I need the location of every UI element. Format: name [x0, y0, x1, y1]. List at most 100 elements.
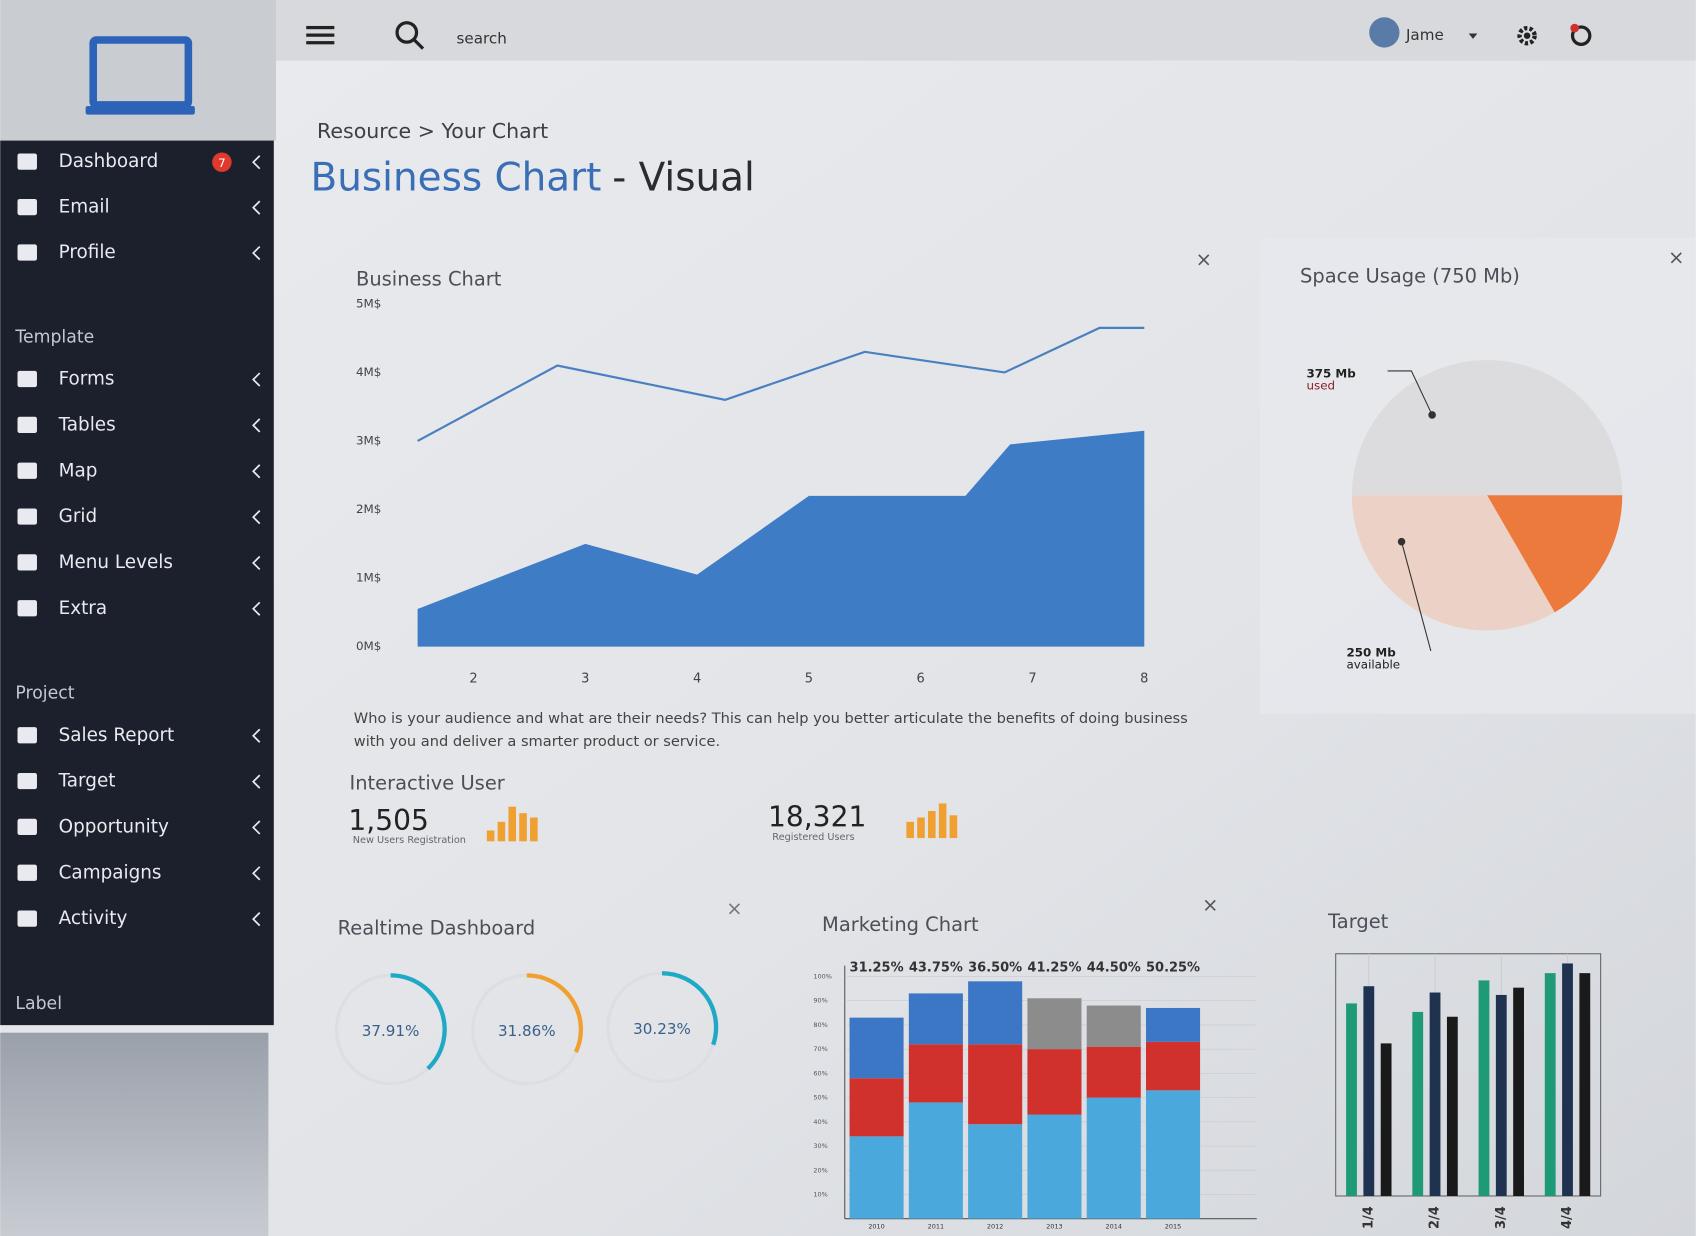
menu-section-title: Label: [15, 994, 62, 1014]
menu-item[interactable]: Menu Levels: [59, 552, 173, 573]
menu-section-title: Template: [14, 327, 94, 347]
x-tick-label: 5: [805, 672, 813, 687]
plot-frame: [1335, 953, 1602, 1197]
bar-top-label: 50.25%: [1146, 960, 1200, 975]
bar-segment: [849, 1017, 904, 1079]
pie-label-name: used: [1306, 379, 1335, 393]
menu-icon: [17, 244, 37, 261]
y-tick-label: 70%: [813, 1045, 827, 1053]
search-icon[interactable]: [395, 21, 425, 50]
x-tick-label: 6: [917, 672, 925, 687]
sidebar: [0, 140, 274, 1026]
chevron: [252, 200, 261, 215]
bar-segment: [968, 981, 1023, 1045]
menu-item[interactable]: Activity: [59, 908, 128, 929]
bar-segment: [908, 993, 963, 1045]
menu-item[interactable]: Extra: [59, 598, 108, 619]
pie-label-name: available: [1347, 658, 1401, 672]
sidebar-footer: [0, 1032, 269, 1236]
user-name[interactable]: Jame: [1405, 26, 1444, 44]
menu-item[interactable]: Target: [58, 771, 116, 792]
description: Who is your audience and what are their …: [354, 710, 1188, 727]
bar-top-label: 31.25%: [850, 960, 904, 975]
x-tick-label: 2011: [928, 1222, 944, 1230]
close-button[interactable]: ×: [1202, 894, 1218, 917]
x-tick-label: 4/4: [1560, 1206, 1575, 1229]
bar: [1412, 1011, 1424, 1196]
stat-caption: Registered Users: [772, 832, 854, 843]
x-tick-label: 3/4: [1494, 1206, 1509, 1229]
bar: [1380, 1043, 1392, 1196]
x-tick-label: 2014: [1106, 1222, 1122, 1230]
bar-segment: [968, 1044, 1023, 1125]
chart-title: Business Chart: [356, 268, 502, 291]
search-input[interactable]: search: [457, 29, 507, 47]
gauge-label: 30.23%: [633, 1020, 691, 1038]
y-tick-label: 60%: [813, 1069, 827, 1077]
x-tick-label: 3: [581, 672, 589, 687]
bar-top-label: 43.75%: [909, 960, 963, 975]
menu-icon: [17, 727, 37, 744]
avatar[interactable]: [1369, 17, 1400, 48]
stat-caption: New Users Registration: [353, 835, 466, 846]
menu-icon: [17, 818, 37, 836]
stat-value: 18,321: [768, 801, 866, 834]
menu-icon: [17, 370, 37, 388]
menu-item[interactable]: Sales Report: [59, 725, 175, 746]
bar-segment: [1086, 1046, 1141, 1098]
chevron: [252, 601, 261, 616]
menu-item[interactable]: Campaigns: [59, 862, 162, 883]
bar-segment: [1027, 1049, 1082, 1115]
menu-icon: [17, 600, 37, 617]
gauge-label: 31.86%: [498, 1022, 556, 1040]
bar-segment: [908, 1102, 963, 1219]
menu-icon: [17, 508, 37, 525]
x-tick-label: 2012: [987, 1222, 1003, 1230]
menu-icon: [17, 153, 37, 170]
gauge-arc: [661, 971, 719, 1046]
menu-item[interactable]: Email: [59, 197, 110, 218]
area: [417, 430, 1145, 647]
bar-segment: [849, 1136, 904, 1219]
bar-segment: [908, 1044, 963, 1103]
menu-item[interactable]: Profile: [59, 242, 116, 263]
user-dropdown[interactable]: [1468, 33, 1478, 39]
bar: [1513, 987, 1524, 1196]
description: with you and deliver a smarter product o…: [354, 733, 720, 750]
leader-dot: [1397, 537, 1406, 546]
menu-icon: [17, 462, 37, 479]
chevron: [252, 155, 261, 170]
y-tick-label: 10%: [813, 1190, 827, 1198]
settings-icon[interactable]: [1517, 25, 1537, 46]
menu-item[interactable]: Grid: [59, 506, 98, 527]
y-tick-label: 20%: [813, 1166, 827, 1174]
logo-area: [0, 0, 276, 141]
menu-icon: [17, 772, 37, 790]
chevron: [252, 245, 261, 261]
chevron: [252, 464, 261, 479]
chevron: [252, 372, 261, 387]
close-button[interactable]: ×: [1196, 248, 1212, 271]
y-tick-label: 2M$: [356, 502, 381, 516]
menu-item[interactable]: Map: [59, 460, 98, 481]
badge-count: 7: [218, 156, 226, 170]
bar: [1446, 1016, 1458, 1196]
close-button[interactable]: ×: [1668, 246, 1684, 269]
close-button[interactable]: ×: [726, 897, 742, 920]
menu-item[interactable]: Dashboard: [59, 151, 159, 172]
menu-item[interactable]: Opportunity: [59, 816, 169, 837]
notifications-icon[interactable]: [1570, 23, 1592, 46]
y-tick-label: 40%: [813, 1118, 827, 1126]
chart-title: Space Usage (750 Mb): [1300, 264, 1520, 287]
menu-button[interactable]: [306, 25, 335, 45]
y-tick-label: 3M$: [356, 433, 381, 447]
bar-top-label: 41.25%: [1027, 960, 1081, 975]
bar-segment: [1146, 1007, 1201, 1042]
bar-segment: [1086, 1097, 1141, 1219]
menu-icon: [17, 416, 37, 433]
pie-label: 250 Mb: [1347, 646, 1396, 660]
menu-item[interactable]: Forms: [59, 369, 115, 390]
y-tick-label: 100%: [813, 972, 832, 980]
menu-item[interactable]: Tables: [58, 414, 116, 435]
pie-slice: [1351, 360, 1623, 496]
